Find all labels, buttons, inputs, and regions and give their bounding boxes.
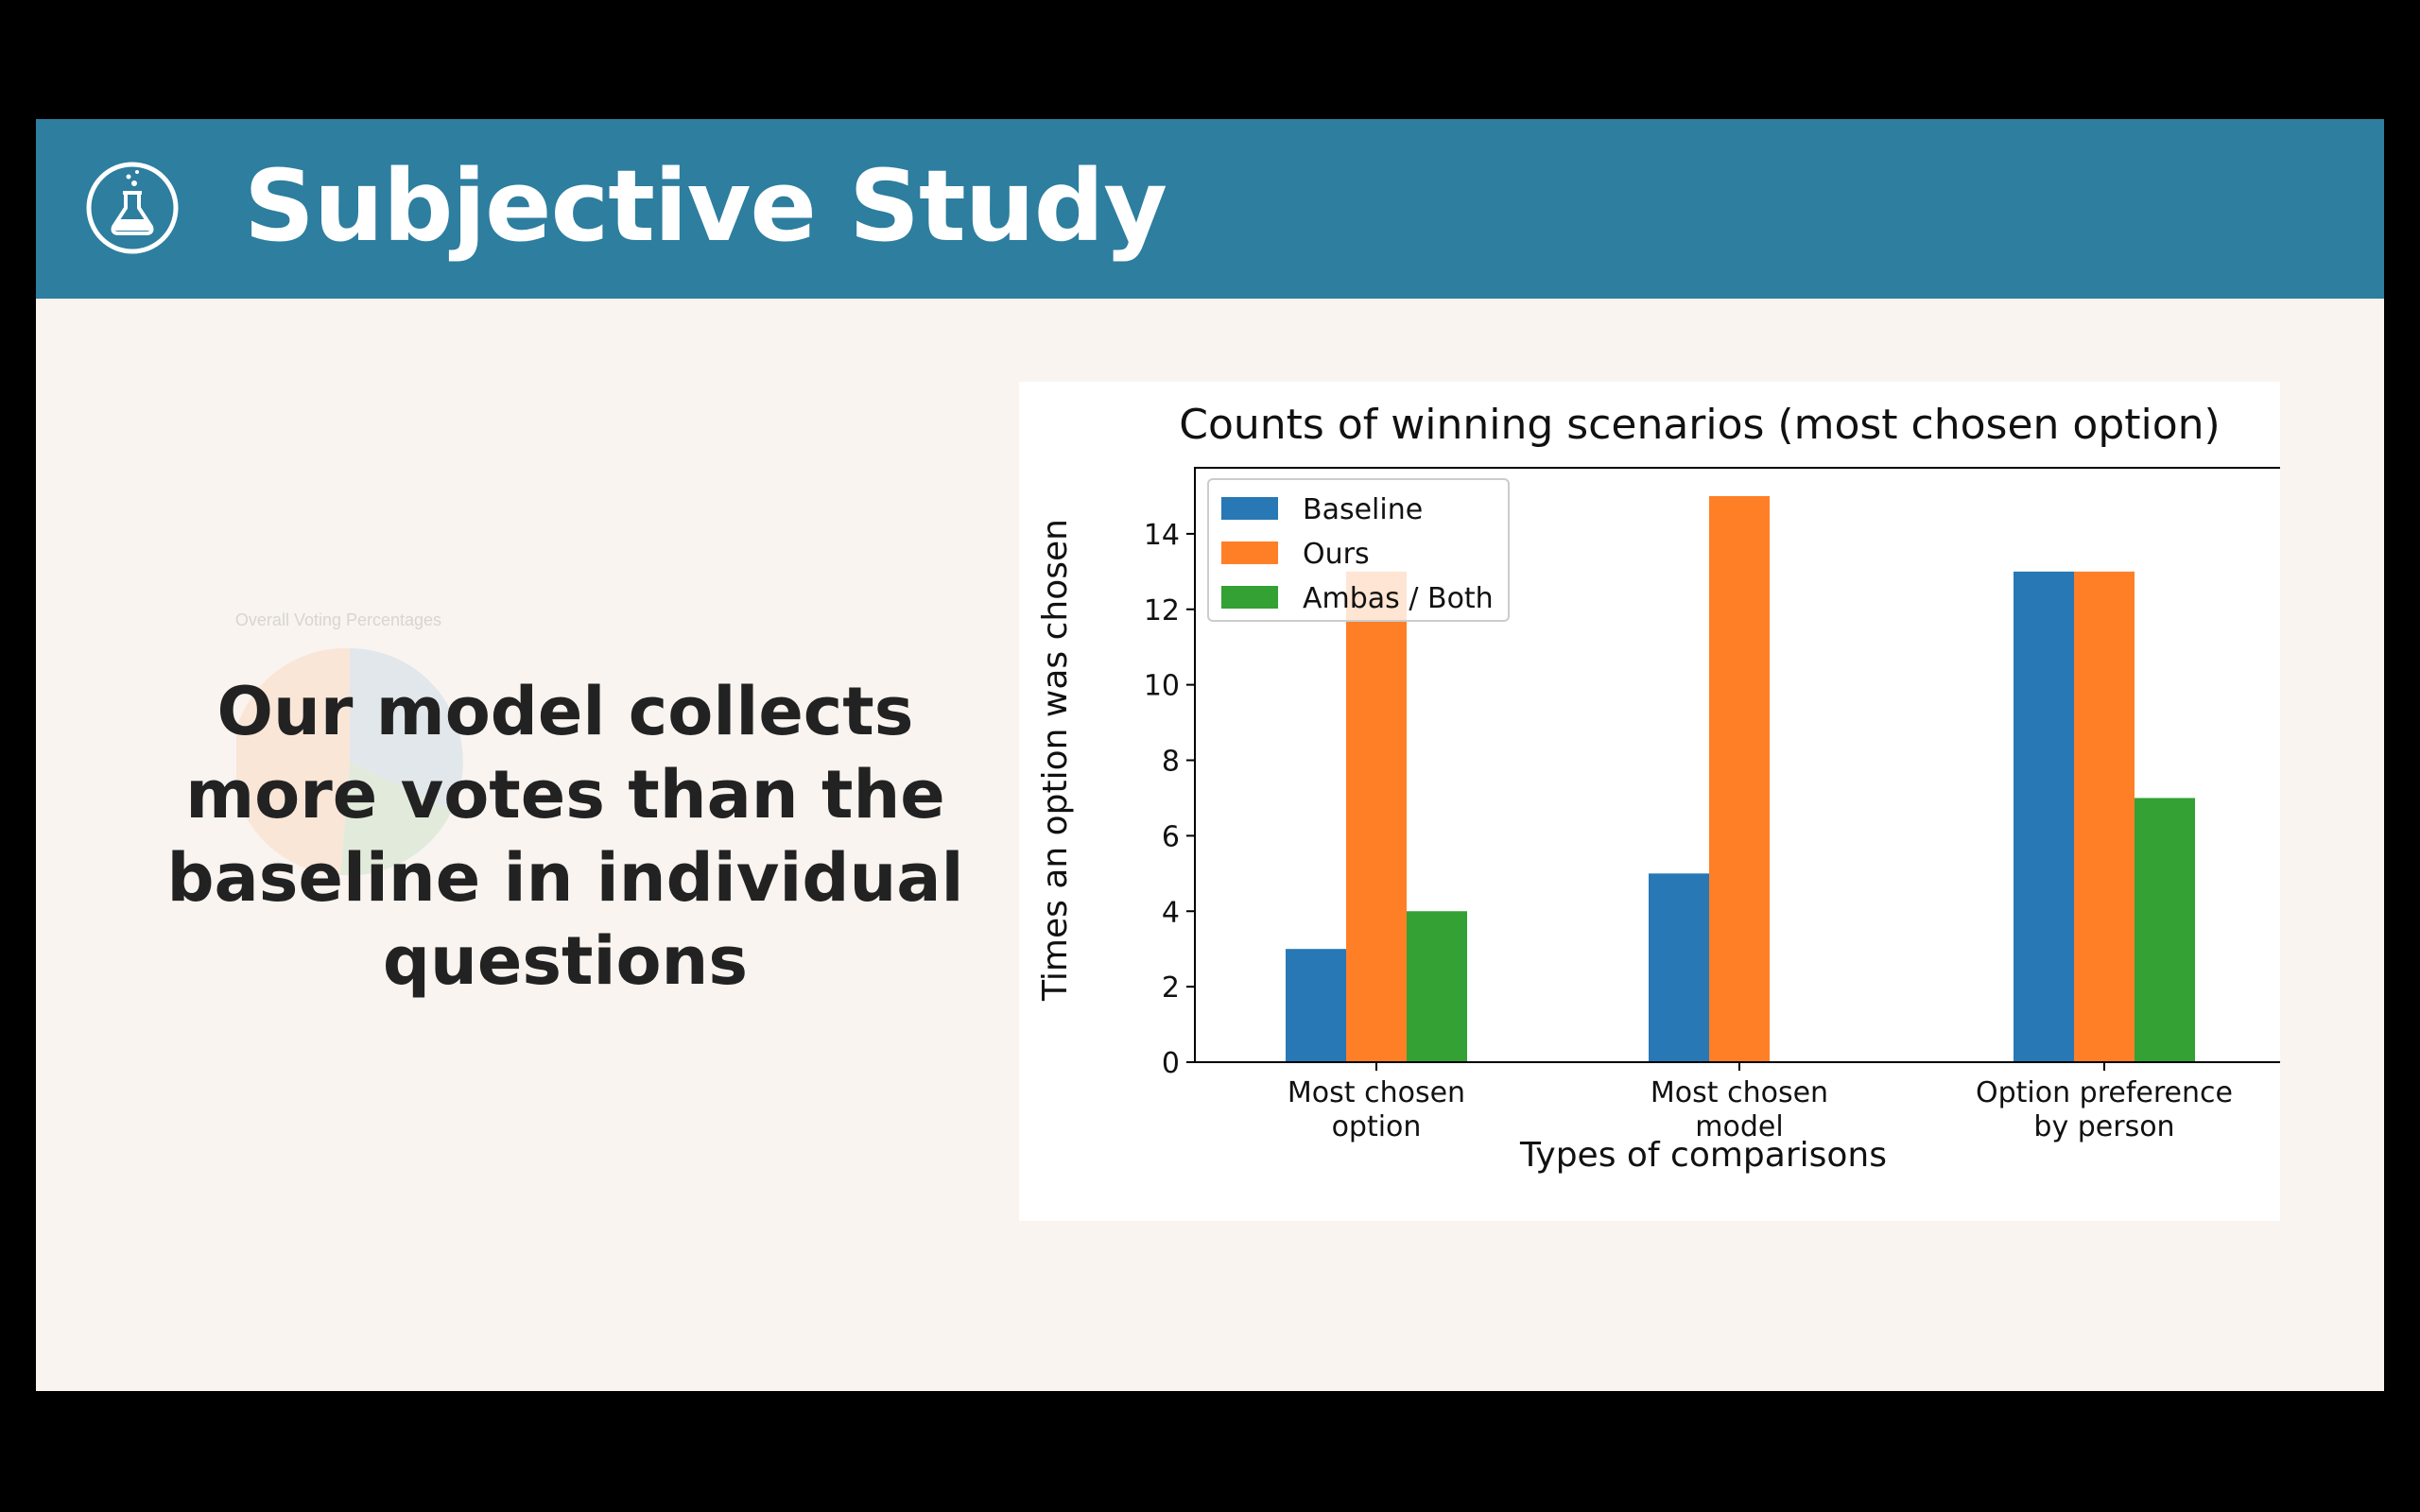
y-axis-label: Times an option was chosen (1036, 519, 1075, 1002)
bar-ambas-both-2 (2135, 798, 2195, 1062)
legend-label: Baseline (1303, 493, 1423, 526)
slide: Subjective Study Overall Voting Percenta… (36, 119, 2384, 1391)
flask-icon (86, 162, 179, 254)
bar-ours-1 (1709, 495, 1770, 1062)
x-tick-label: Option preference by person (1976, 1076, 2233, 1143)
bars-group (1286, 495, 2195, 1062)
key-statement: Our model collects more votes than the b… (166, 673, 964, 1000)
slide-header: Subjective Study (36, 119, 2384, 299)
x-axis-label: Types of comparisons (1519, 1136, 1887, 1175)
bar-chart: Counts of winning scenarios (most chosen… (1036, 401, 2280, 1175)
plot-frame (1194, 467, 2280, 1063)
y-tick-label: 6 (1162, 820, 1180, 853)
slide-title: Subjective Study (244, 148, 1167, 264)
y-tick-label: 12 (1144, 594, 1180, 627)
bar-baseline-2 (2014, 571, 2074, 1062)
x-tick-label: Most chosen option (1288, 1076, 1465, 1143)
bar-baseline-0 (1286, 949, 1346, 1062)
legend-swatch (1221, 586, 1278, 609)
y-tick-label: 10 (1144, 670, 1180, 703)
chart-title: Counts of winning scenarios (most chosen… (1179, 401, 2220, 449)
x-ticks-group: Most chosen option Most chosen model Option … (1288, 1062, 2233, 1143)
legend-label: Ambas / Both (1303, 582, 1494, 615)
y-tick-label: 0 (1162, 1047, 1180, 1080)
bar-baseline-1 (1649, 873, 1709, 1062)
y-ticks-group: 0 2 4 6 8 10 12 14 (1144, 519, 1195, 1080)
x-tick-label: Most chosen model (1651, 1076, 1828, 1143)
y-tick-label: 14 (1144, 519, 1180, 552)
legend-swatch (1221, 497, 1278, 520)
bar-ambas-both-0 (1407, 911, 1467, 1062)
bar-ours-2 (2074, 571, 2135, 1062)
faded-figure-title: Overall Voting Percentages (234, 610, 442, 629)
legend-box (1207, 478, 1510, 622)
y-tick-label: 8 (1162, 746, 1180, 779)
legend-swatch (1221, 541, 1278, 564)
bar-ours-0 (1346, 571, 1407, 1062)
legend: Baseline Ours Ambas / Both (1207, 478, 1510, 622)
faded-pie-chart (236, 648, 463, 875)
faded-background-figure: Overall Voting Percentages (130, 610, 546, 988)
y-tick-label: 2 (1162, 971, 1180, 1005)
y-tick-label: 4 (1162, 896, 1180, 929)
legend-label: Ours (1303, 538, 1370, 571)
chart-panel: Counts of winning scenarios (most chosen… (1019, 382, 2280, 1221)
